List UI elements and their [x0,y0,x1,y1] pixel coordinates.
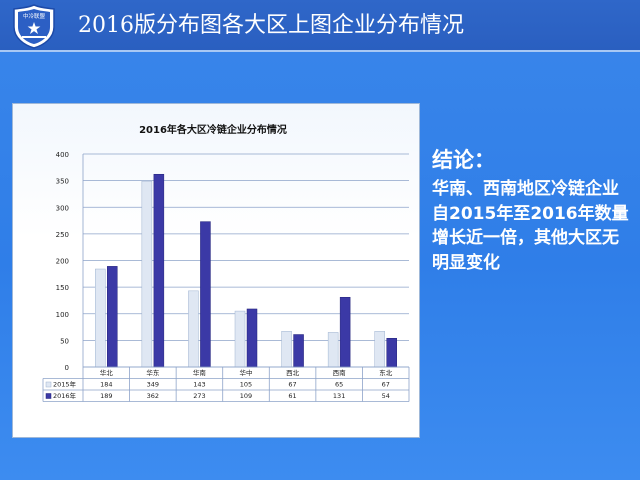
data-label: 131 [333,392,345,400]
data-label: 65 [335,381,343,389]
data-label: 273 [193,392,205,400]
x-tick-label: 西北 [286,369,300,377]
data-label: 67 [288,381,296,389]
bar-2015 [95,268,106,368]
x-tick-label: 华南 [193,368,207,377]
data-label: 362 [147,392,159,400]
legend-swatch [45,381,52,388]
data-label: 54 [382,392,390,400]
conclusion-text: 华南、西南地区冷链企业自2015年至2016年数量增长近一倍，其他大区无明显变化 [432,179,629,273]
legend-swatch [45,393,52,399]
bar-2016 [153,173,165,368]
x-tick-label: 华东 [146,368,160,377]
x-tick-label: 东北 [379,368,393,377]
x-tick-label: 华中 [240,368,253,377]
y-tick-label: 150 [56,284,69,292]
bar-2015 [141,180,153,368]
data-label: 184 [100,381,112,389]
bar-2015 [327,332,339,368]
x-tick-label: 华北 [100,368,114,377]
shield-logo-icon: 中冷联盟 [13,4,55,49]
bar-2015 [234,310,246,368]
data-label: 143 [193,381,205,389]
title-bar [0,0,640,50]
bar-2016 [246,308,258,368]
logo-text: 中冷联盟 [23,12,46,20]
y-tick-label: 350 [56,178,69,186]
conclusion-panel: 结论： 华南、西南地区冷链企业自2015年至2016年数量增长近一倍，其他大区无… [432,145,632,275]
y-tick-label: 200 [56,258,69,266]
page-title: 2016版分布图各大区上图企业分布情况 [78,13,464,38]
bar-2016 [200,221,211,368]
title-divider [0,50,640,52]
data-label: 61 [288,392,296,400]
legend-label: 2015年 [53,380,77,389]
data-label: 189 [100,392,112,400]
data-label: 105 [240,381,252,389]
chart-title: 2016年各大区冷链企业分布情况 [139,125,287,136]
bar-2015 [281,331,292,368]
bar-2016 [107,266,118,368]
bar-2016 [386,337,397,368]
y-tick-label: 300 [56,204,69,212]
bar-chart: 0 50 100 150 200 250 300 350 400 华北 184 189 华东 349 362… [42,151,410,402]
data-label: 349 [147,381,159,389]
bar-2015 [374,331,385,368]
y-tick-label: 400 [56,151,69,159]
y-tick-label: 100 [56,311,69,319]
bar-2016 [293,334,304,368]
x-tick-label: 西南 [333,368,347,377]
y-tick-label: 0 [65,364,69,372]
chart-frame: 2016年各大区冷链企业分布情况 0 50 100 150 200 250 300 350 40… [12,103,420,438]
bar-2015 [188,290,199,368]
data-label: 109 [240,392,252,400]
y-tick-label: 250 [56,231,69,239]
bar-2016 [339,296,351,368]
conclusion-heading: 结论： [432,148,495,172]
legend-label: 2016年 [53,391,77,400]
y-tick-label: 50 [60,337,69,345]
data-label: 67 [382,381,390,389]
